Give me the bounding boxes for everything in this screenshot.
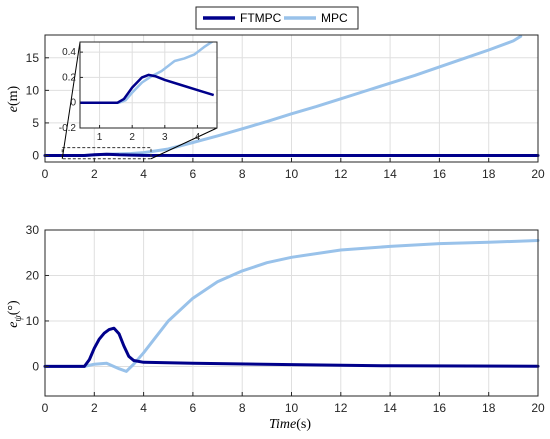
bottom-x-label: Time(s) xyxy=(269,417,311,432)
bottom-xtick-label: 18 xyxy=(482,401,496,415)
bottom-xtick-label: 12 xyxy=(334,401,348,415)
top-xtick-label: 14 xyxy=(383,167,397,181)
inset-bg xyxy=(80,42,217,128)
top-y-label: e(m) xyxy=(6,85,21,112)
inset-connector-left xyxy=(61,41,81,159)
top-xtick-label: 0 xyxy=(42,167,49,181)
bottom-ticks: 0 2 4 6 8 10 12 14 16 18 20 0 10 20 30 xyxy=(26,223,545,415)
bottom-xtick-label: 14 xyxy=(383,401,397,415)
bottom-y-label: eψ(°) xyxy=(6,300,24,328)
legend-label-mpc: MPC xyxy=(321,11,348,25)
top-xtick-label: 8 xyxy=(239,167,246,181)
top-chart: 1 2 3 4-0.200.20.4 0 2 4 6 8 10 12 14 16 18 20051015 … xyxy=(6,34,545,181)
top-xtick-label: 20 xyxy=(531,167,545,181)
inset-line-mpc xyxy=(80,42,214,104)
inset-xtick-label: 4 xyxy=(195,132,201,143)
inset-xtick-label: 3 xyxy=(162,132,168,143)
bottom-ytick-label: 20 xyxy=(26,268,40,282)
top-line-ftmpc xyxy=(43,152,540,157)
top-y-label-unit: (m) xyxy=(6,85,21,106)
bottom-y-label-sub: ψ xyxy=(13,314,24,321)
bottom-xtick-label: 6 xyxy=(190,401,197,415)
top-inset: 1 2 3 4 -0.2 0 0.2 0.4 xyxy=(59,41,218,160)
bottom-xtick-label: 20 xyxy=(531,401,545,415)
top-xtick-label: 10 xyxy=(285,167,299,181)
top-ytick-label: 5 xyxy=(32,116,39,130)
top-xtick-label: 6 xyxy=(190,167,197,181)
inset-frame xyxy=(79,41,218,129)
bottom-grid xyxy=(44,229,539,396)
bottom-line-mpc xyxy=(43,239,540,373)
inset-xtick-label: 2 xyxy=(129,132,135,143)
top-xtick-label: 12 xyxy=(334,167,348,181)
bottom-x-label-time: Time xyxy=(269,417,296,432)
bottom-ytick-label: 30 xyxy=(26,223,40,237)
top-xtick-label: 18 xyxy=(482,167,496,181)
bottom-line-ftmpc xyxy=(43,326,540,368)
inset-ytick-label: 0.2 xyxy=(62,72,76,83)
legend-box xyxy=(195,6,359,30)
bottom-xtick-label: 2 xyxy=(91,401,98,415)
top-y-label-e: e xyxy=(6,106,21,112)
bottom-xtick-label: 0 xyxy=(42,401,49,415)
bottom-x-label-unit: (s) xyxy=(296,417,311,432)
inset-line-ftmpc xyxy=(80,73,215,104)
inset-ytick-label: 0 xyxy=(70,98,76,109)
bottom-ytick-label: 0 xyxy=(32,359,39,373)
top-xtick-label: 2 xyxy=(91,167,98,181)
top-xtick-label: 16 xyxy=(433,167,447,181)
top-line-mpc xyxy=(43,34,523,157)
inset-connector-right xyxy=(150,127,218,160)
top-ytick-label: 0 xyxy=(32,148,39,162)
bottom-series xyxy=(43,239,540,373)
top-ytick-label: 10 xyxy=(26,83,40,97)
inset-xtick-label: 1 xyxy=(97,132,103,143)
bottom-y-label-e: e xyxy=(6,321,21,327)
bottom-xtick-label: 4 xyxy=(140,401,147,415)
bottom-xtick-label: 16 xyxy=(433,401,447,415)
inset-ytick-label: -0.2 xyxy=(59,123,77,134)
bottom-ytick-label: 10 xyxy=(26,314,40,328)
bottom-xtick-label: 10 xyxy=(285,401,299,415)
top-series xyxy=(43,34,540,157)
bottom-chart: 0 2 4 6 8 10 12 14 16 18 20 0 10 20 30 eψ(°) Time(s) xyxy=(6,223,545,432)
top-ytick-label: 15 xyxy=(26,51,40,65)
legend: FTMPC MPC xyxy=(195,6,359,30)
bottom-xtick-label: 8 xyxy=(239,401,246,415)
top-xtick-label: 4 xyxy=(140,167,147,181)
bottom-y-label-unit: (°) xyxy=(6,300,21,315)
inset-ytick-label: 0.4 xyxy=(62,47,76,58)
legend-label-ftmpc: FTMPC xyxy=(240,11,282,25)
